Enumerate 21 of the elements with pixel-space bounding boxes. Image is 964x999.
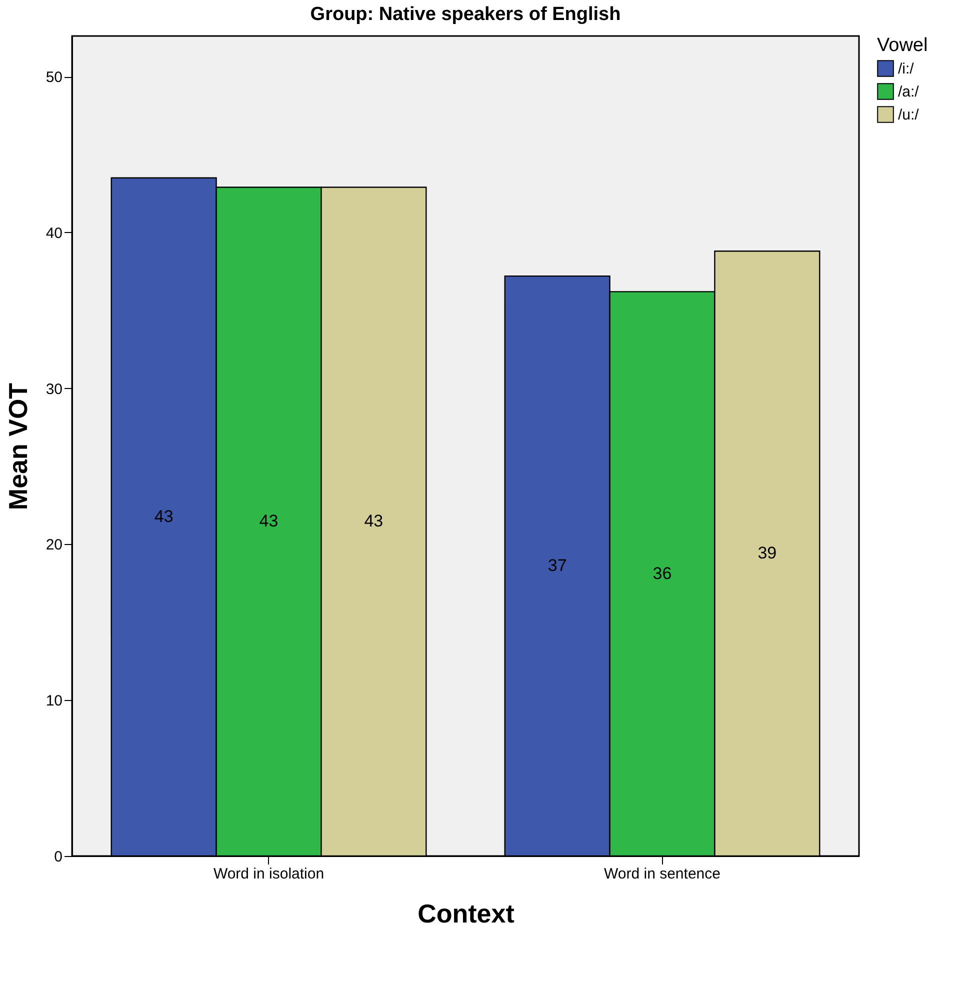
x-tick-label: Word in sentence xyxy=(604,866,720,882)
y-tick-label: 40 xyxy=(46,224,62,242)
data-label: 43 xyxy=(364,512,384,531)
x-tick-label: Word in isolation xyxy=(213,866,324,882)
legend-label: /u:/ xyxy=(898,106,920,124)
y-axis-title: Mean VOT xyxy=(2,382,33,510)
y-tick-label: 10 xyxy=(46,692,62,710)
chart-title: Group: Native speakers of English xyxy=(310,4,621,25)
data-label: 39 xyxy=(758,544,777,563)
data-label: 43 xyxy=(259,512,278,531)
legend-label: /a:/ xyxy=(898,84,920,100)
y-tick-label: 20 xyxy=(46,536,62,554)
y-tick-label: 50 xyxy=(46,69,62,86)
y-tick-label: 0 xyxy=(54,848,62,866)
y-tick-label: 30 xyxy=(46,380,62,398)
data-label: 43 xyxy=(154,506,174,526)
data-label: 37 xyxy=(548,556,567,576)
legend-label: /i:/ xyxy=(898,60,915,78)
data-label: 36 xyxy=(652,564,672,583)
x-axis-title: Context xyxy=(418,898,515,928)
legend-title: Vowel xyxy=(877,35,928,56)
